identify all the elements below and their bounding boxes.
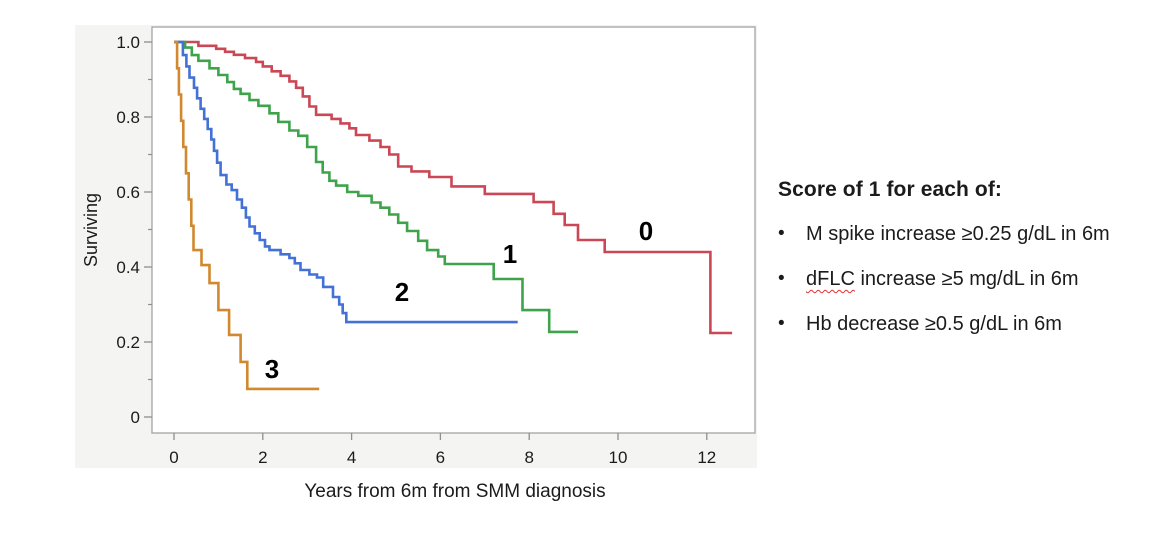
bullet-icon: • — [778, 313, 785, 334]
list-item: • dFLC increase ≥5 mg/dL in 6m — [778, 267, 1168, 291]
curve-label-score-1: 1 — [503, 239, 517, 269]
x-tick-label: 12 — [697, 448, 716, 467]
bullet-text-dflc: dFLC increase ≥5 mg/dL in 6m — [806, 267, 1079, 291]
bullet-text-hb: Hb decrease ≥0.5 g/dL in 6m — [806, 313, 1062, 335]
y-tick-label: 1.0 — [116, 33, 140, 52]
bullet-text-m-spike: M spike increase ≥0.25 g/dL in 6m — [806, 223, 1110, 245]
km-curve-score-0 — [174, 40, 733, 335]
bullet-icon: • — [778, 223, 785, 244]
curves-group — [174, 40, 733, 391]
x-tick-label: 2 — [258, 448, 267, 467]
x-tick-label: 6 — [436, 448, 445, 467]
score-legend-title: Score of 1 for each of: — [778, 178, 1003, 201]
x-tick-label: 0 — [169, 448, 178, 467]
x-axis-title: Years from 6m from SMM diagnosis — [304, 481, 605, 502]
x-tick-label: 8 — [524, 448, 533, 467]
y-axis-title: Surviving — [81, 193, 101, 267]
y-tick-label: 0.6 — [116, 183, 140, 202]
curve-label-score-3: 3 — [265, 354, 279, 384]
list-item: • M spike increase ≥0.25 g/dL in 6m — [778, 222, 1168, 246]
spellcheck-underlined-word: dFLC — [806, 268, 855, 290]
km-curve-score-1 — [174, 40, 578, 334]
survival-chart: 0 2 4 6 8 10 12 0 0.2 0.4 0.6 0.8 1.0 0 1 2 3 Surviv… — [75, 25, 757, 502]
bullet-text-dflc-rest: increase ≥5 mg/dL in 6m — [854, 268, 1079, 290]
curve-label-score-2: 2 — [395, 277, 409, 307]
x-tick-label: 10 — [609, 448, 628, 467]
curve-label-score-0: 0 — [639, 216, 653, 246]
plot-area — [151, 26, 756, 434]
score-legend-panel: Score of 1 for each of: • M spike increa… — [778, 178, 1168, 335]
list-item: • Hb decrease ≥0.5 g/dL in 6m — [778, 312, 1168, 336]
km-curve-score-2 — [174, 40, 518, 324]
x-tick-label: 4 — [347, 448, 356, 467]
y-tick-label: 0.4 — [116, 258, 140, 277]
y-tick-label: 0.2 — [116, 333, 140, 352]
y-tick-label: 0.8 — [116, 108, 140, 127]
bullet-icon: • — [778, 268, 785, 289]
km-curve-score-3 — [174, 40, 320, 391]
y-tick-label: 0 — [131, 408, 140, 427]
